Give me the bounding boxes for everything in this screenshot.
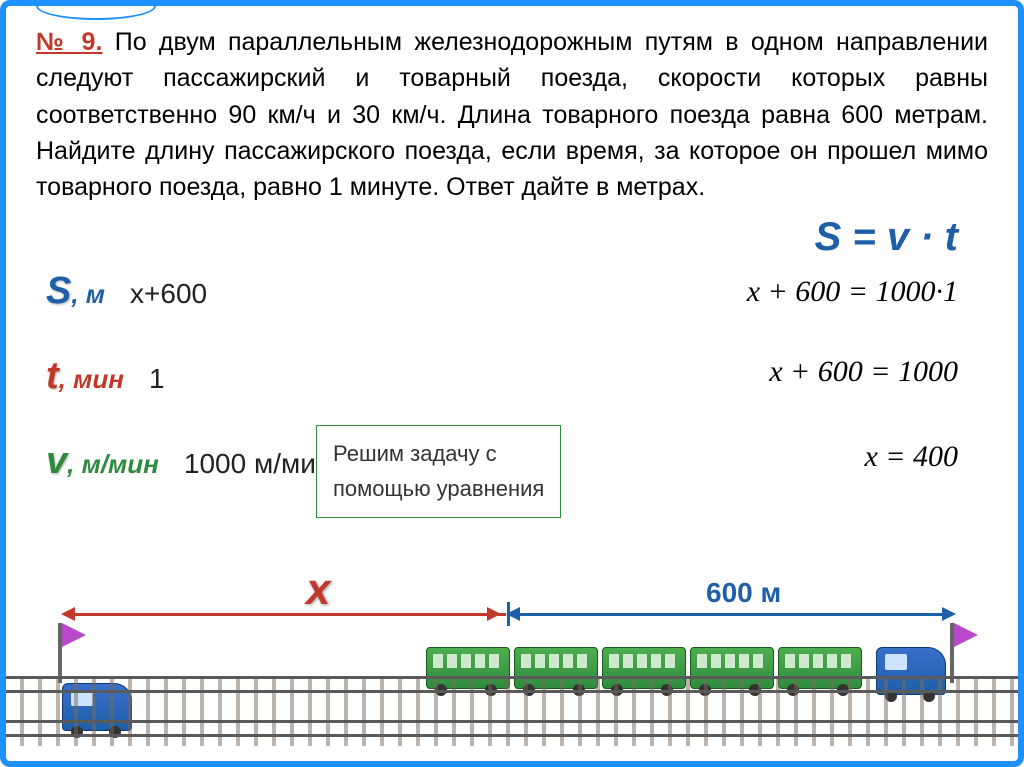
boundary-tick <box>507 602 510 626</box>
freight-length-label: 600 м <box>706 577 781 609</box>
rail-line <box>6 676 1018 679</box>
equation-1: x + 600 = 1000·1 <box>747 275 958 309</box>
x-length-label: x <box>306 565 330 615</box>
flag-end <box>950 623 954 683</box>
unit-s: , м <box>71 279 105 309</box>
symbol-v: v <box>46 440 67 482</box>
freight-length-arrow <box>511 613 951 616</box>
equation-3: x = 400 <box>864 440 958 474</box>
distance-formula: S = v · t <box>815 215 958 260</box>
rail-line <box>6 720 1018 723</box>
symbol-s: S <box>46 270 71 312</box>
equation-2: x + 600 = 1000 <box>769 355 958 389</box>
problem-body: По двум параллельным железнодорожным пут… <box>36 28 988 201</box>
row-time: t, мин 1 <box>46 355 165 398</box>
unit-v: , м/мин <box>67 449 159 479</box>
passenger-length-arrow <box>66 613 506 616</box>
rail-line <box>6 734 1018 737</box>
hint-line2: помощью уравнения <box>333 471 544 506</box>
value-v: 1000 м/мин <box>184 448 331 480</box>
flag-start <box>58 623 62 683</box>
rail-line <box>6 690 1018 693</box>
value-s: x+600 <box>130 278 207 310</box>
rails <box>6 676 1018 746</box>
train-diagram: x 600 м <box>6 561 1018 761</box>
row-distance: S, м x+600 <box>46 270 207 313</box>
problem-number: № 9. <box>36 28 102 56</box>
value-t: 1 <box>149 363 165 395</box>
symbol-t: t <box>46 355 59 397</box>
unit-t: , мин <box>59 364 124 394</box>
hint-box: Решим задачу с помощью уравнения <box>316 425 561 517</box>
hint-line1: Решим задачу с <box>333 436 544 471</box>
row-velocity: v, м/мин 1000 м/мин <box>46 440 331 483</box>
problem-statement: № 9. По двум параллельным железнодорожны… <box>6 6 1018 215</box>
